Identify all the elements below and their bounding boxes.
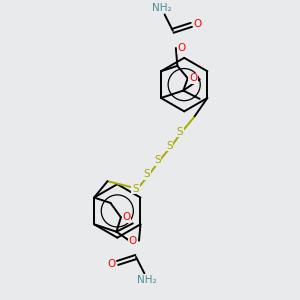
Text: S: S — [154, 155, 161, 165]
Text: S: S — [133, 184, 139, 194]
Text: O: O — [107, 259, 115, 269]
Text: S: S — [166, 141, 172, 151]
Text: S: S — [176, 127, 183, 136]
Text: O: O — [122, 212, 130, 222]
Text: NH₂: NH₂ — [137, 275, 157, 285]
Text: S: S — [144, 169, 150, 179]
Text: O: O — [178, 43, 186, 53]
Text: O: O — [194, 19, 202, 29]
Text: S: S — [132, 184, 138, 194]
Text: O: O — [189, 73, 197, 83]
Text: O: O — [128, 236, 136, 246]
Text: NH₂: NH₂ — [152, 3, 171, 13]
